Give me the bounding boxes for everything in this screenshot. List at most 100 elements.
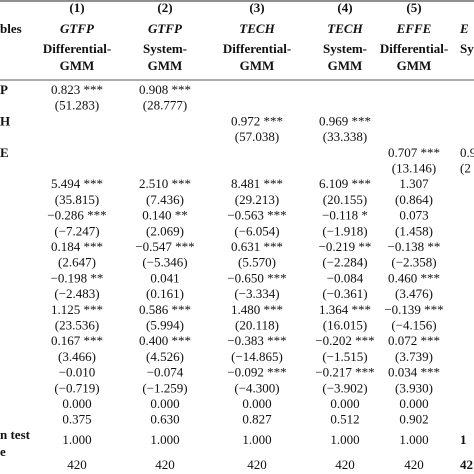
cell: 1.000	[62, 432, 91, 447]
cell: 1.364 ***	[319, 302, 371, 317]
method: GMM	[148, 58, 183, 73]
cell: −0.010	[59, 365, 96, 380]
cell: −0.074	[147, 365, 184, 380]
column-number: (5)	[406, 0, 421, 15]
cell: (7.436)	[146, 192, 184, 207]
method: System-	[323, 41, 367, 56]
cell: 0.972 ***	[231, 113, 283, 128]
cell: 0.908 ***	[139, 82, 191, 97]
cell: 0.707 ***	[388, 145, 440, 160]
cell: 0.140 **	[142, 208, 188, 223]
cell: (−7.247)	[54, 223, 99, 238]
cell: −0.383 ***	[227, 333, 286, 348]
cell: (−2.483)	[54, 286, 99, 301]
cell: 0.000	[150, 396, 179, 411]
method: Differential-	[223, 41, 291, 56]
cell: 0.000	[242, 396, 271, 411]
cell: 420	[247, 457, 267, 472]
cell: (3.476)	[395, 286, 433, 301]
cell: (−3.902)	[322, 380, 367, 395]
cell: (−4.156)	[391, 317, 436, 332]
cell: 0.000	[330, 396, 359, 411]
dependent-variable: TECH	[327, 21, 363, 36]
cell: (51.283)	[55, 98, 99, 113]
cell: −0.198 **	[51, 270, 104, 285]
row-label: H	[0, 113, 10, 128]
cell: 0.969 ***	[319, 113, 371, 128]
cell: (0.864)	[395, 192, 433, 207]
cell: 0.512	[330, 412, 359, 427]
method: Differential-	[43, 41, 111, 56]
cell: (4.526)	[146, 349, 184, 364]
cell: (29.213)	[235, 192, 279, 207]
cell: (28.777)	[143, 98, 187, 113]
cell: −0.138 **	[388, 239, 441, 254]
cell: −0.202 ***	[315, 333, 374, 348]
cell: 420	[155, 457, 175, 472]
column-number: (2)	[157, 0, 172, 15]
cell: (2	[460, 160, 471, 175]
cell: 2.510 ***	[139, 176, 191, 191]
dependent-variable: GTFP	[60, 21, 95, 36]
row-label: e	[0, 444, 6, 459]
cell: −0.118 *	[322, 208, 368, 223]
cell: (−3.334)	[234, 286, 279, 301]
cell: (5.570)	[238, 255, 276, 270]
cell: (−2.358)	[391, 255, 436, 270]
cell: (13.146)	[392, 160, 436, 175]
cell: 0.375	[62, 412, 91, 427]
cell: 1.125 ***	[51, 302, 103, 317]
cell: −0.084	[327, 270, 364, 285]
cell: 0.460 ***	[388, 270, 440, 285]
dependent-variable: EFFE	[396, 21, 432, 36]
cell: (−14.865)	[231, 349, 283, 364]
cell: (3.739)	[395, 349, 433, 364]
method: GMM	[60, 58, 95, 73]
cell: −0.286 ***	[47, 208, 106, 223]
column-number: (4)	[337, 0, 352, 15]
row-header: bles	[0, 21, 22, 36]
cell: 0.167 ***	[51, 333, 103, 348]
cell: −0.563 ***	[227, 208, 286, 223]
cell: −0.092 ***	[227, 365, 286, 380]
cell: (5.994)	[146, 317, 184, 332]
cell: 0.586 ***	[139, 302, 191, 317]
cell: (3.930)	[395, 380, 433, 395]
cell: 0.631 ***	[231, 239, 283, 254]
cell: 1	[460, 432, 467, 447]
cell: 0.9	[460, 145, 474, 160]
cell: (2.069)	[146, 223, 184, 238]
dependent-variable: TECH	[239, 21, 275, 36]
row-label: E	[0, 145, 9, 160]
cell: −0.217 ***	[315, 365, 374, 380]
cell: (−5.346)	[142, 255, 187, 270]
row-label: n test	[0, 427, 31, 442]
cell: 420	[67, 457, 87, 472]
cell: (20.118)	[235, 317, 279, 332]
cell: 0.072 ***	[388, 333, 440, 348]
cell: (3.466)	[58, 349, 96, 364]
cell: 0.041	[150, 270, 179, 285]
cell: 1.000	[242, 432, 271, 447]
row-label: P	[0, 82, 8, 97]
method: GMM	[328, 58, 363, 73]
cell: (57.038)	[235, 129, 279, 144]
cell: −0.547 ***	[135, 239, 194, 254]
cell: −0.139 ***	[384, 302, 443, 317]
cell: (35.815)	[55, 192, 99, 207]
cell: (−1.918)	[322, 223, 367, 238]
column-number: (1)	[69, 0, 84, 15]
method: GMM	[240, 58, 275, 73]
cell: 1.307	[399, 176, 429, 191]
cell: 1.000	[399, 432, 428, 447]
cell: 1.000	[330, 432, 359, 447]
dependent-variable: GTFP	[148, 21, 183, 36]
cell: (23.536)	[55, 317, 99, 332]
cell: 0.184 ***	[51, 239, 103, 254]
cell: 0.000	[62, 396, 91, 411]
cell: 0.630	[150, 412, 179, 427]
cell: 1.000	[150, 432, 179, 447]
cell: 0.073	[399, 208, 428, 223]
cell: (33.338)	[323, 129, 367, 144]
